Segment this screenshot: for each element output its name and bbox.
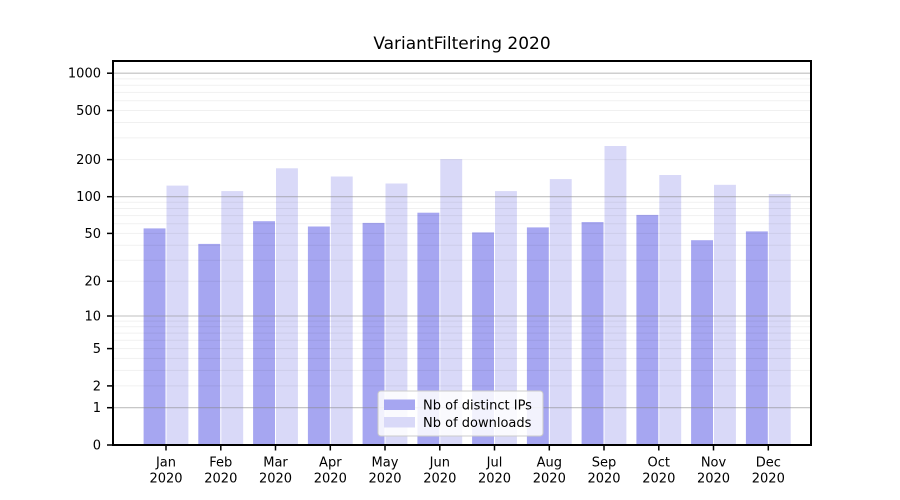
bar-nb-of-distinct-ips-may [362, 222, 385, 445]
bar-nb-of-downloads-jan [166, 185, 189, 445]
legend-label-nb-of-distinct-ips: Nb of distinct IPs [423, 399, 532, 414]
legend: Nb of distinct IPs Nb of downloads [377, 390, 544, 437]
plot-border [112, 60, 812, 446]
legend-swatch-nb-of-distinct-ips [384, 399, 415, 410]
bar-nb-of-distinct-ips-jun [417, 212, 440, 445]
y-tick-label-5: 5 [93, 342, 101, 357]
x-tick-label-month-sep: Sep [592, 456, 617, 471]
x-tick-label-year-feb: 2020 [204, 472, 237, 487]
bar-nb-of-distinct-ips-nov [691, 240, 713, 445]
x-tick-label-month-oct: Oct [648, 456, 670, 471]
x-tick-label-month-feb: Feb [209, 456, 232, 471]
legend-swatch-nb-of-downloads [384, 417, 415, 428]
legend-label-nb-of-downloads: Nb of downloads [423, 416, 532, 431]
y-tick-label-10: 10 [84, 310, 101, 325]
bar-nb-of-downloads-dec [768, 194, 791, 445]
x-tick-label-month-may: May [372, 456, 399, 471]
bar-nb-of-distinct-ips-jan [143, 228, 166, 445]
x-tick-label-month-jan: Jan [155, 456, 176, 471]
x-tick-label-month-nov: Nov [701, 456, 727, 471]
bar-nb-of-downloads-feb [221, 191, 244, 445]
bar-nb-of-distinct-ips-dec [745, 231, 768, 445]
y-tick-label-1000: 1000 [68, 67, 101, 82]
x-tick-label-year-mar: 2020 [259, 472, 292, 487]
y-tick-label-2: 2 [93, 379, 101, 394]
x-tick-label-year-jan: 2020 [149, 472, 182, 487]
y-tick-label-20: 20 [84, 275, 101, 290]
x-tick-label-year-sep: 2020 [587, 472, 620, 487]
y-tick-label-1: 1 [93, 401, 101, 416]
x-tick-label-month-dec: Dec [756, 456, 781, 471]
legend-box [377, 390, 544, 437]
bar-nb-of-downloads-sep [604, 146, 627, 445]
bar-nb-of-downloads-mar [276, 168, 298, 446]
chart-title: VariantFiltering 2020 [373, 34, 550, 54]
x-tick-label-year-apr: 2020 [314, 472, 347, 487]
x-tick-label-month-aug: Aug [537, 456, 562, 471]
y-tick-label-200: 200 [76, 153, 101, 168]
x-tick-label-year-may: 2020 [368, 472, 401, 487]
y-tick-label-50: 50 [84, 227, 101, 242]
x-tick-label-year-jul: 2020 [478, 472, 511, 487]
bar-nb-of-downloads-may [385, 183, 408, 445]
bar-nb-of-downloads-aug [549, 179, 572, 445]
bar-nb-of-distinct-ips-oct [636, 214, 659, 445]
x-tick-label-month-mar: Mar [263, 456, 288, 471]
y-tick-label-100: 100 [76, 190, 101, 205]
bar-nb-of-downloads-apr [330, 176, 353, 445]
x-tick-label-year-jun: 2020 [423, 472, 456, 487]
bar-nb-of-downloads-jun [440, 159, 463, 445]
y-tick-label-0: 0 [93, 439, 101, 454]
gridlines-layer [113, 72, 811, 409]
bar-nb-of-downloads-oct [659, 175, 682, 445]
bar-nb-of-downloads-nov [714, 184, 736, 446]
bar-nb-of-distinct-ips-apr [307, 226, 330, 445]
y-tick-label-500: 500 [76, 104, 101, 119]
bar-nb-of-downloads-jul [495, 191, 517, 445]
bar-nb-of-distinct-ips-sep [581, 222, 604, 445]
x-tick-label-year-aug: 2020 [533, 472, 566, 487]
x-tick-label-month-jun: Jun [429, 456, 450, 471]
x-tick-label-month-apr: Apr [319, 456, 342, 471]
x-tick-label-month-jul: Jul [486, 456, 503, 471]
x-tick-label-year-oct: 2020 [642, 472, 675, 487]
axes-layer: 01251020501002005001000Jan2020Feb2020Mar… [68, 60, 812, 487]
x-tick-label-year-dec: 2020 [752, 472, 785, 487]
bar-nb-of-distinct-ips-feb [198, 243, 221, 445]
bar-nb-of-distinct-ips-mar [253, 221, 275, 445]
x-tick-label-year-nov: 2020 [697, 472, 730, 487]
